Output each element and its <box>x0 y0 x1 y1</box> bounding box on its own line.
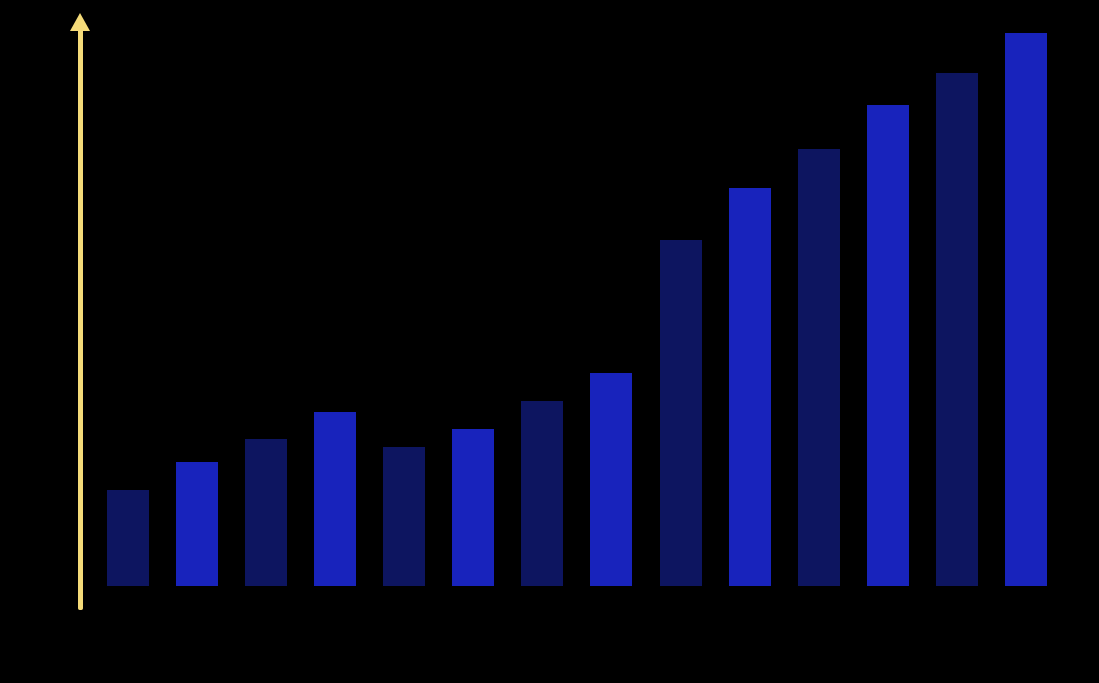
bar <box>245 438 288 586</box>
bar <box>728 187 771 586</box>
bar <box>797 149 840 586</box>
bar <box>452 428 495 586</box>
bar <box>659 239 702 586</box>
bar <box>314 411 357 586</box>
y-axis-arrow <box>0 0 110 683</box>
bar <box>176 462 219 586</box>
bar-series <box>107 33 1047 586</box>
bar <box>1004 33 1047 586</box>
bar <box>383 447 426 586</box>
bar <box>521 400 564 586</box>
arrow-up-icon <box>70 13 90 31</box>
bar <box>590 373 633 586</box>
y-axis-line <box>78 28 83 610</box>
bar <box>866 104 909 586</box>
bar <box>107 489 149 586</box>
bar <box>935 72 978 586</box>
